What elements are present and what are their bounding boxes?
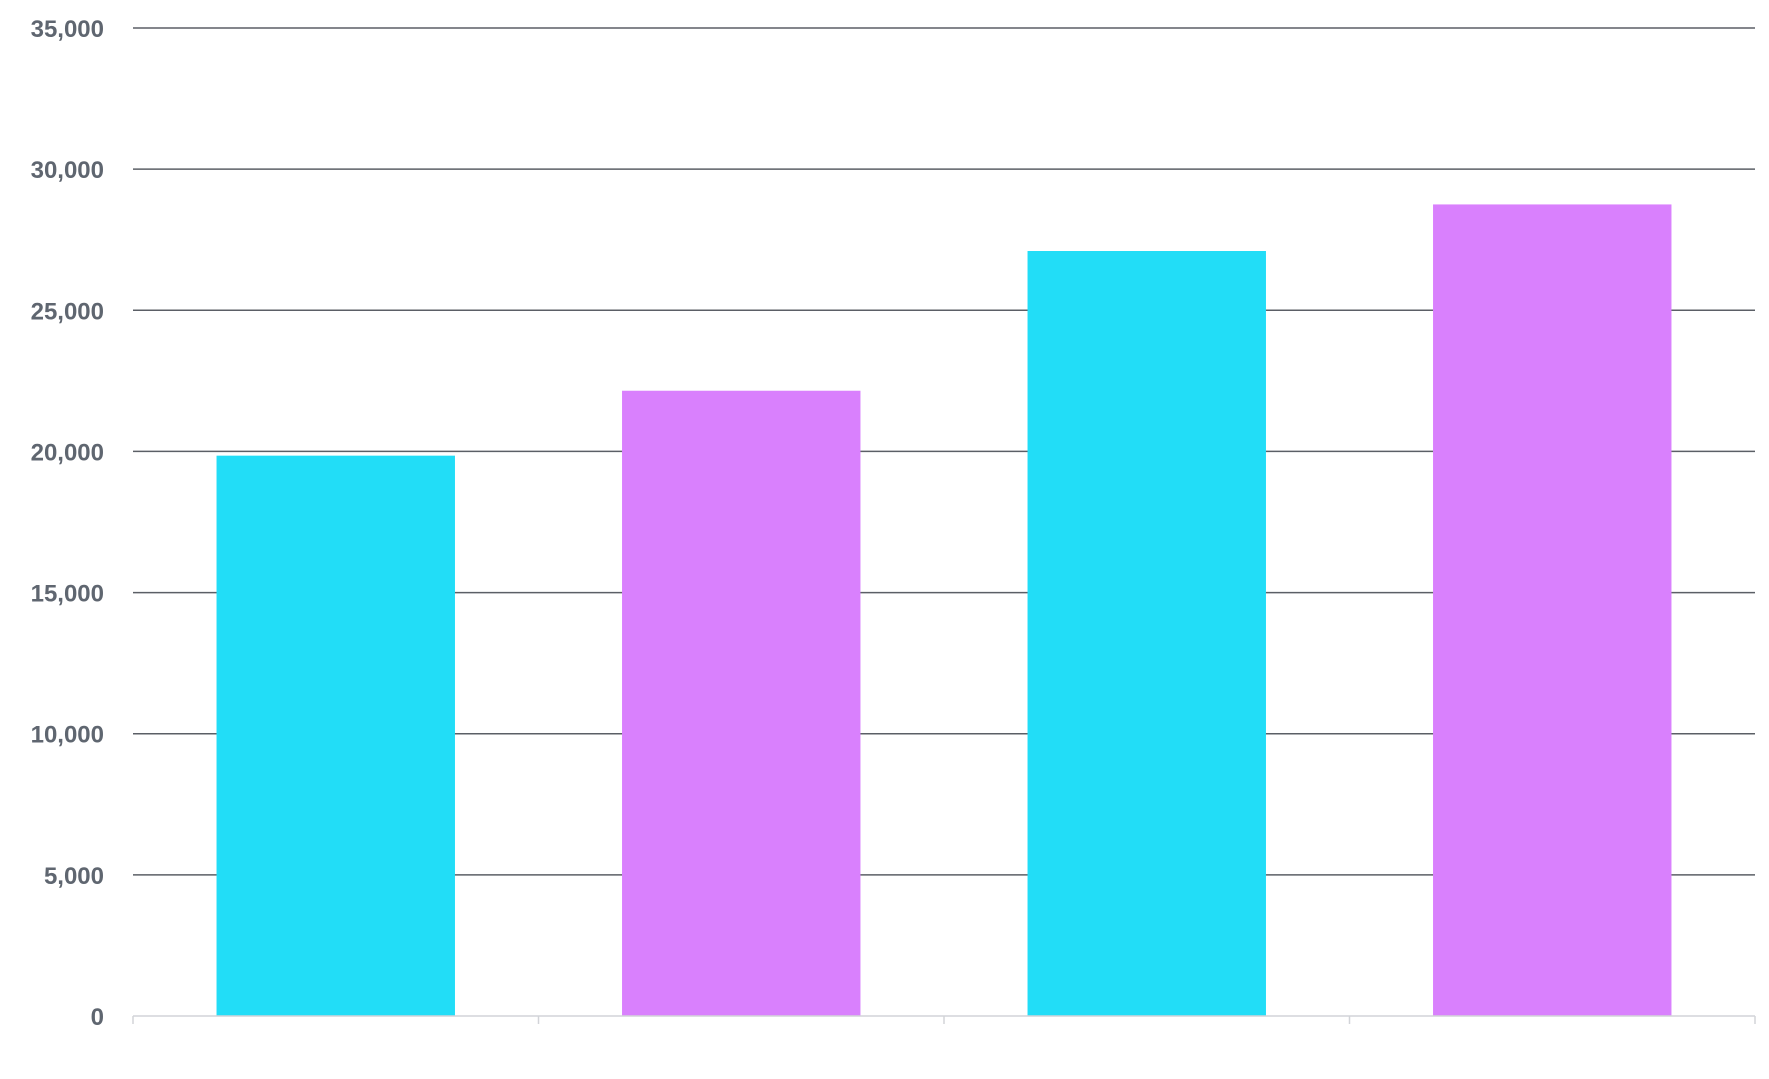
bar — [1433, 204, 1672, 1016]
y-tick-label: 35,000 — [31, 16, 104, 43]
y-tick-label: 25,000 — [31, 298, 104, 325]
y-tick-label: 30,000 — [31, 157, 104, 184]
bars — [216, 204, 1672, 1017]
bar — [216, 455, 455, 1017]
bar — [622, 390, 861, 1016]
y-tick-label: 5,000 — [44, 863, 104, 890]
y-tick-label: 0 — [91, 1004, 104, 1031]
x-axis — [132, 1015, 1756, 1024]
y-axis-ticks: 0 5,000 10,000 15,000 20,000 25,000 30,000 35,0… — [31, 16, 104, 1031]
y-tick-label: 15,000 — [31, 581, 104, 608]
bar — [1027, 251, 1266, 1016]
y-tick-label: 20,000 — [31, 439, 104, 466]
y-tick-label: 10,000 — [31, 722, 104, 749]
